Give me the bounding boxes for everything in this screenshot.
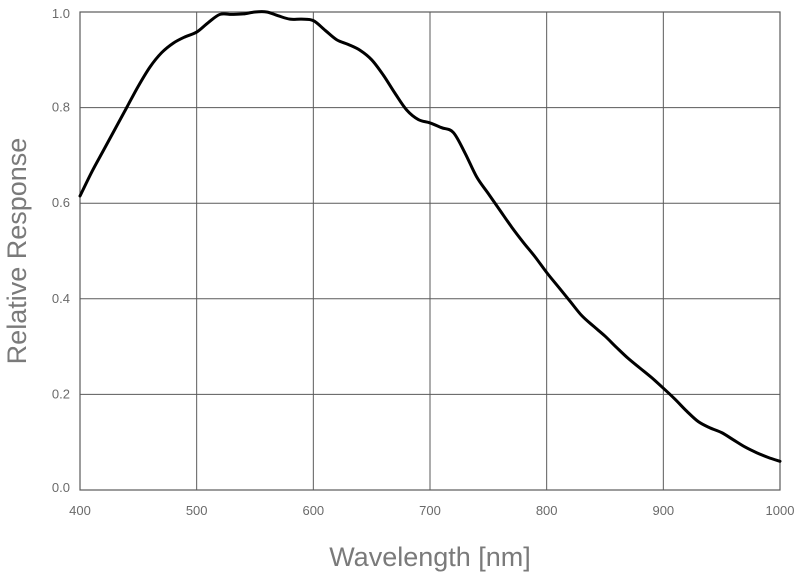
- y-tick-label: 0.8: [52, 100, 70, 115]
- plot-frame: [79, 11, 781, 491]
- x-axis-title: Wavelength [nm]: [329, 542, 531, 572]
- y-tick-label: 0.4: [52, 291, 70, 306]
- y-axis-title: Relative Response: [2, 138, 32, 365]
- relative-response-curve: [78, 10, 782, 463]
- x-tick-label: 500: [186, 503, 208, 518]
- x-axis-tick-labels: 400 500 600 700 800 900 1000: [69, 503, 794, 518]
- y-axis-tick-labels: 0.0 0.2 0.4 0.6 0.8 1.0: [52, 6, 70, 495]
- x-tick-label: 800: [536, 503, 558, 518]
- y-tick-label: 0.2: [52, 386, 70, 401]
- y-tick-label: 1.0: [52, 6, 70, 21]
- x-tick-label: 700: [419, 503, 441, 518]
- grid: [79, 11, 781, 491]
- x-tick-label: 400: [69, 503, 91, 518]
- x-tick-label: 900: [652, 503, 674, 518]
- x-tick-label: 600: [302, 503, 324, 518]
- y-tick-label: 0.6: [52, 195, 70, 210]
- y-tick-label: 0.0: [52, 480, 70, 495]
- x-tick-label: 1000: [766, 503, 795, 518]
